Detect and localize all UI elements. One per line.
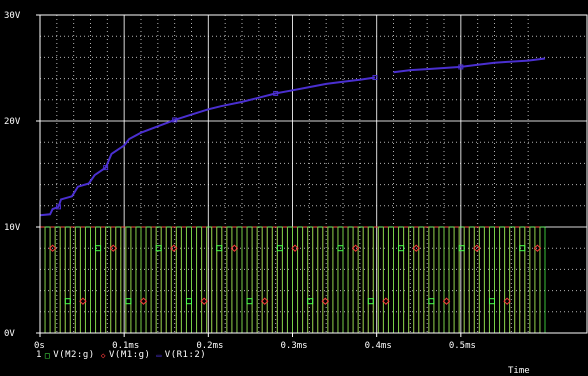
plot-frame [39,14,588,334]
x-tick-label: 0.2ms [196,341,223,351]
data-marker-r12 [56,204,62,210]
data-marker-m1g [291,244,299,252]
data-marker-m2g [64,298,71,305]
data-marker-m1g [79,297,87,305]
data-marker-m1g [382,297,390,305]
gate-waveform-m2g [40,226,546,334]
data-marker-m1g [351,244,360,252]
data-marker-m1g [533,244,542,252]
data-marker-m2g [216,245,223,252]
data-marker-m2g [125,298,132,305]
x-axis-ticks: 0s 0.1ms 0.2ms 0.3ms 0.4ms 0.5ms [34,333,476,351]
data-marker-m1g [48,244,57,252]
data-marker-m2g [276,245,283,252]
x-tick-label: 0.3ms [281,341,308,351]
legend-label: V(R1:2) [164,350,207,360]
data-marker-m1g [321,297,330,305]
data-marker-r12 [273,90,279,96]
data-marker-m2g [337,245,344,252]
y-tick-label: 20V [4,117,21,127]
x-tick-label: 0.4ms [365,341,392,351]
data-marker-m2g [307,298,314,305]
plot-markers [48,64,542,305]
data-marker-m1g [442,297,451,305]
data-marker-m2g [519,245,526,252]
x-axis-title: Time [508,366,530,376]
data-marker-m1g [230,244,239,252]
data-marker-r12 [458,64,464,70]
data-marker-m2g [458,245,465,252]
legend: 1 □ V(M2:g) ◇ V(M1:g) ▭ V(R1:2) [36,350,206,360]
data-marker-m2g [398,245,405,252]
output-voltage-line [39,57,546,217]
diamond-marker-icon: ◇ [100,350,107,360]
y-tick-label: 0V [4,329,15,339]
y-axis-ticks: 0V 10V 20V 30V [4,11,40,339]
data-marker-m2g [95,245,102,252]
data-marker-m1g [261,297,269,305]
data-marker-m1g [170,244,178,252]
legend-item-m2g[interactable]: 1 □ V(M2:g) [36,350,95,360]
data-marker-m2g [428,298,435,305]
data-marker-m2g [185,298,192,305]
x-tick-label: 0.5ms [449,341,476,351]
data-marker-m1g [473,244,481,252]
data-marker-m1g [412,244,420,252]
data-marker-r12 [172,117,178,123]
square-marker-icon: □ [44,350,51,360]
data-marker-m2g [155,245,162,252]
data-marker-r12 [103,165,109,171]
data-marker-m1g [109,244,117,252]
legend-index: 1 [36,350,42,360]
legend-item-r12[interactable]: ▭ V(R1:2) [156,350,206,360]
legend-label: V(M1:g) [109,350,151,360]
data-marker-m2g [367,298,374,305]
legend-item-m1g[interactable]: ◇ V(M1:g) [101,350,151,360]
legend-label: V(M2:g) [53,350,95,360]
data-marker-m1g [200,297,208,305]
data-marker-m2g [246,298,253,305]
data-marker-r12 [372,75,378,81]
data-marker-m1g [139,297,148,305]
x-tick-label: 0s [34,341,45,351]
x-tick-label: 0.1ms [112,341,139,351]
y-tick-label: 30V [4,11,21,21]
y-tick-label: 10V [4,223,21,233]
data-marker-m2g [488,298,495,305]
rect-marker-icon: ▭ [156,350,162,360]
data-marker-m1g [503,297,511,305]
